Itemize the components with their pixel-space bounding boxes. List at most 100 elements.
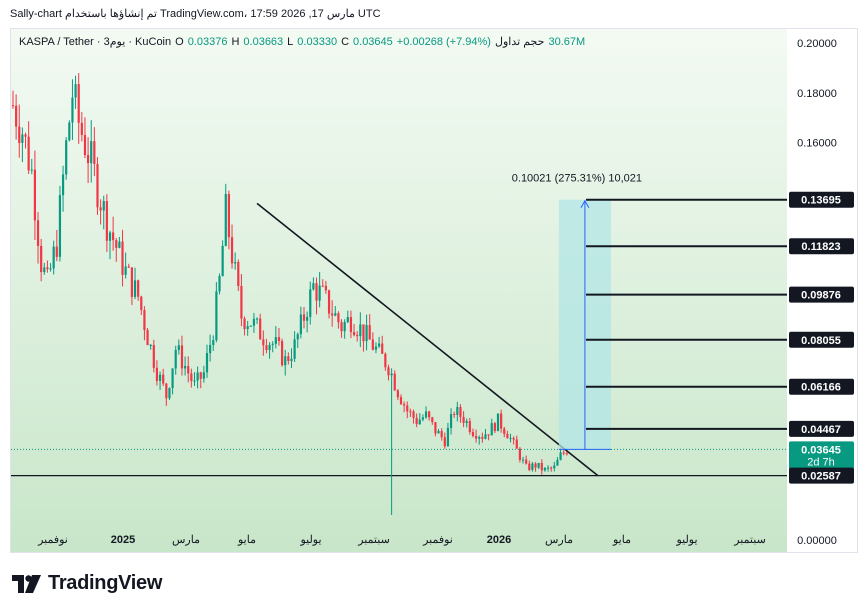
candle-body bbox=[174, 350, 177, 369]
projection-arrow-head bbox=[580, 199, 590, 208]
candle-body bbox=[90, 141, 93, 164]
target-level-tag bbox=[789, 191, 854, 208]
chart-header: Sally-chart تم إنشاؤها باستخدام TradingV… bbox=[10, 8, 381, 20]
candle-body bbox=[446, 427, 450, 447]
legend-volume-label: حجم تداول bbox=[494, 36, 545, 48]
candle-body bbox=[496, 413, 500, 432]
candle-body bbox=[490, 423, 493, 436]
x-tick-label: 2026 bbox=[487, 534, 511, 546]
current-price-label: 0.03645 bbox=[801, 444, 841, 456]
price-chart[interactable]: 0.20000 0.18000 0.16000 0.00000 نوفمبر 2025 ما… bbox=[11, 29, 858, 553]
y-tick-label: 0.00000 bbox=[797, 535, 837, 547]
candle-body bbox=[356, 335, 359, 337]
candle-body bbox=[349, 317, 353, 333]
candle-body bbox=[143, 310, 146, 330]
candle-body bbox=[237, 261, 240, 286]
candle-body bbox=[77, 84, 80, 123]
candle-body bbox=[86, 155, 90, 164]
y-tick-label: 0.16000 bbox=[797, 137, 837, 149]
candle-body bbox=[428, 411, 431, 418]
support-label: 0.02587 bbox=[801, 471, 841, 483]
candle-body bbox=[459, 407, 462, 417]
candle-body bbox=[318, 285, 321, 301]
candle-body bbox=[96, 163, 99, 208]
candle-body bbox=[121, 241, 124, 275]
target-level-label: 0.04467 bbox=[801, 424, 841, 436]
candle-body bbox=[543, 467, 547, 471]
candle-body bbox=[183, 366, 187, 369]
candle-body bbox=[293, 339, 296, 359]
trendline[interactable] bbox=[256, 202, 599, 477]
candle-body bbox=[512, 438, 515, 440]
candle-body bbox=[127, 266, 130, 268]
candle-body bbox=[306, 316, 309, 321]
candle-body bbox=[484, 434, 487, 439]
candle-body bbox=[130, 267, 134, 297]
candle-body bbox=[390, 373, 393, 376]
candle-body bbox=[202, 372, 205, 379]
candle-body bbox=[11, 105, 15, 107]
candle-body bbox=[171, 368, 174, 389]
candle-body bbox=[74, 84, 77, 98]
candle-body bbox=[137, 280, 140, 297]
candle-body bbox=[437, 431, 440, 434]
x-tick-label: مايو bbox=[237, 534, 256, 546]
candle-body bbox=[255, 318, 259, 320]
candle-body bbox=[396, 390, 399, 398]
candle-body bbox=[509, 438, 512, 440]
candle-body bbox=[384, 353, 387, 368]
projection-label: 0.10021 (275.31%) 10,021 bbox=[512, 173, 642, 185]
candle-body bbox=[168, 388, 171, 399]
candle-body bbox=[24, 134, 27, 137]
candle-body bbox=[246, 326, 249, 330]
candle-body bbox=[49, 268, 52, 270]
candle-body bbox=[474, 435, 478, 439]
candle-body bbox=[36, 220, 40, 246]
x-tick-label: نوفمبر bbox=[37, 534, 68, 546]
x-tick-label: مايو bbox=[612, 534, 631, 546]
candle-body bbox=[381, 343, 384, 354]
candle-body bbox=[284, 356, 287, 366]
candle-body bbox=[456, 407, 459, 415]
candle-body bbox=[431, 417, 434, 423]
candle-body bbox=[525, 459, 528, 464]
candle-body bbox=[340, 322, 343, 332]
candle-body bbox=[556, 459, 559, 466]
candle-body bbox=[449, 413, 453, 428]
candle-body bbox=[443, 437, 446, 447]
candle-body bbox=[155, 367, 159, 381]
candle-body bbox=[43, 267, 46, 273]
candle-body bbox=[52, 246, 55, 269]
candle-body bbox=[503, 428, 506, 434]
candle-body bbox=[528, 463, 531, 470]
x-tick-label: مارس bbox=[545, 534, 573, 546]
candle-body bbox=[224, 193, 227, 246]
target-level-label: 0.09876 bbox=[801, 290, 841, 302]
candle-body bbox=[124, 266, 127, 275]
tradingview-logo[interactable]: TradingView bbox=[12, 572, 162, 595]
candle-body bbox=[102, 200, 105, 211]
candle-body bbox=[296, 334, 299, 340]
candle-body bbox=[500, 413, 503, 429]
candle-body bbox=[61, 174, 65, 196]
candle-body bbox=[403, 404, 406, 406]
legend-symbol[interactable]: KASPA / Tether · 3يوم · KuCoin bbox=[19, 36, 172, 48]
chart-frame[interactable]: 0.20000 0.18000 0.16000 0.00000 نوفمبر 2025 ما… bbox=[10, 28, 858, 553]
candle-body bbox=[487, 434, 490, 436]
candle-body bbox=[108, 232, 112, 241]
candle-body bbox=[18, 126, 21, 143]
x-tick-label: نوفمبر bbox=[422, 534, 453, 546]
candle-body bbox=[187, 366, 190, 374]
candle-body bbox=[465, 421, 468, 423]
candle-body bbox=[196, 372, 199, 381]
legend-close: 0.03645 bbox=[353, 36, 393, 48]
candle-body bbox=[230, 237, 234, 264]
candle-body bbox=[240, 285, 243, 319]
candle-body bbox=[327, 290, 331, 314]
candle-body bbox=[559, 452, 562, 460]
candle-body bbox=[234, 261, 237, 264]
bar-countdown: 2d 7h bbox=[807, 456, 835, 468]
candle-body bbox=[377, 343, 381, 347]
candle-body bbox=[180, 345, 184, 369]
legend-volume: 30.67M bbox=[548, 36, 586, 48]
